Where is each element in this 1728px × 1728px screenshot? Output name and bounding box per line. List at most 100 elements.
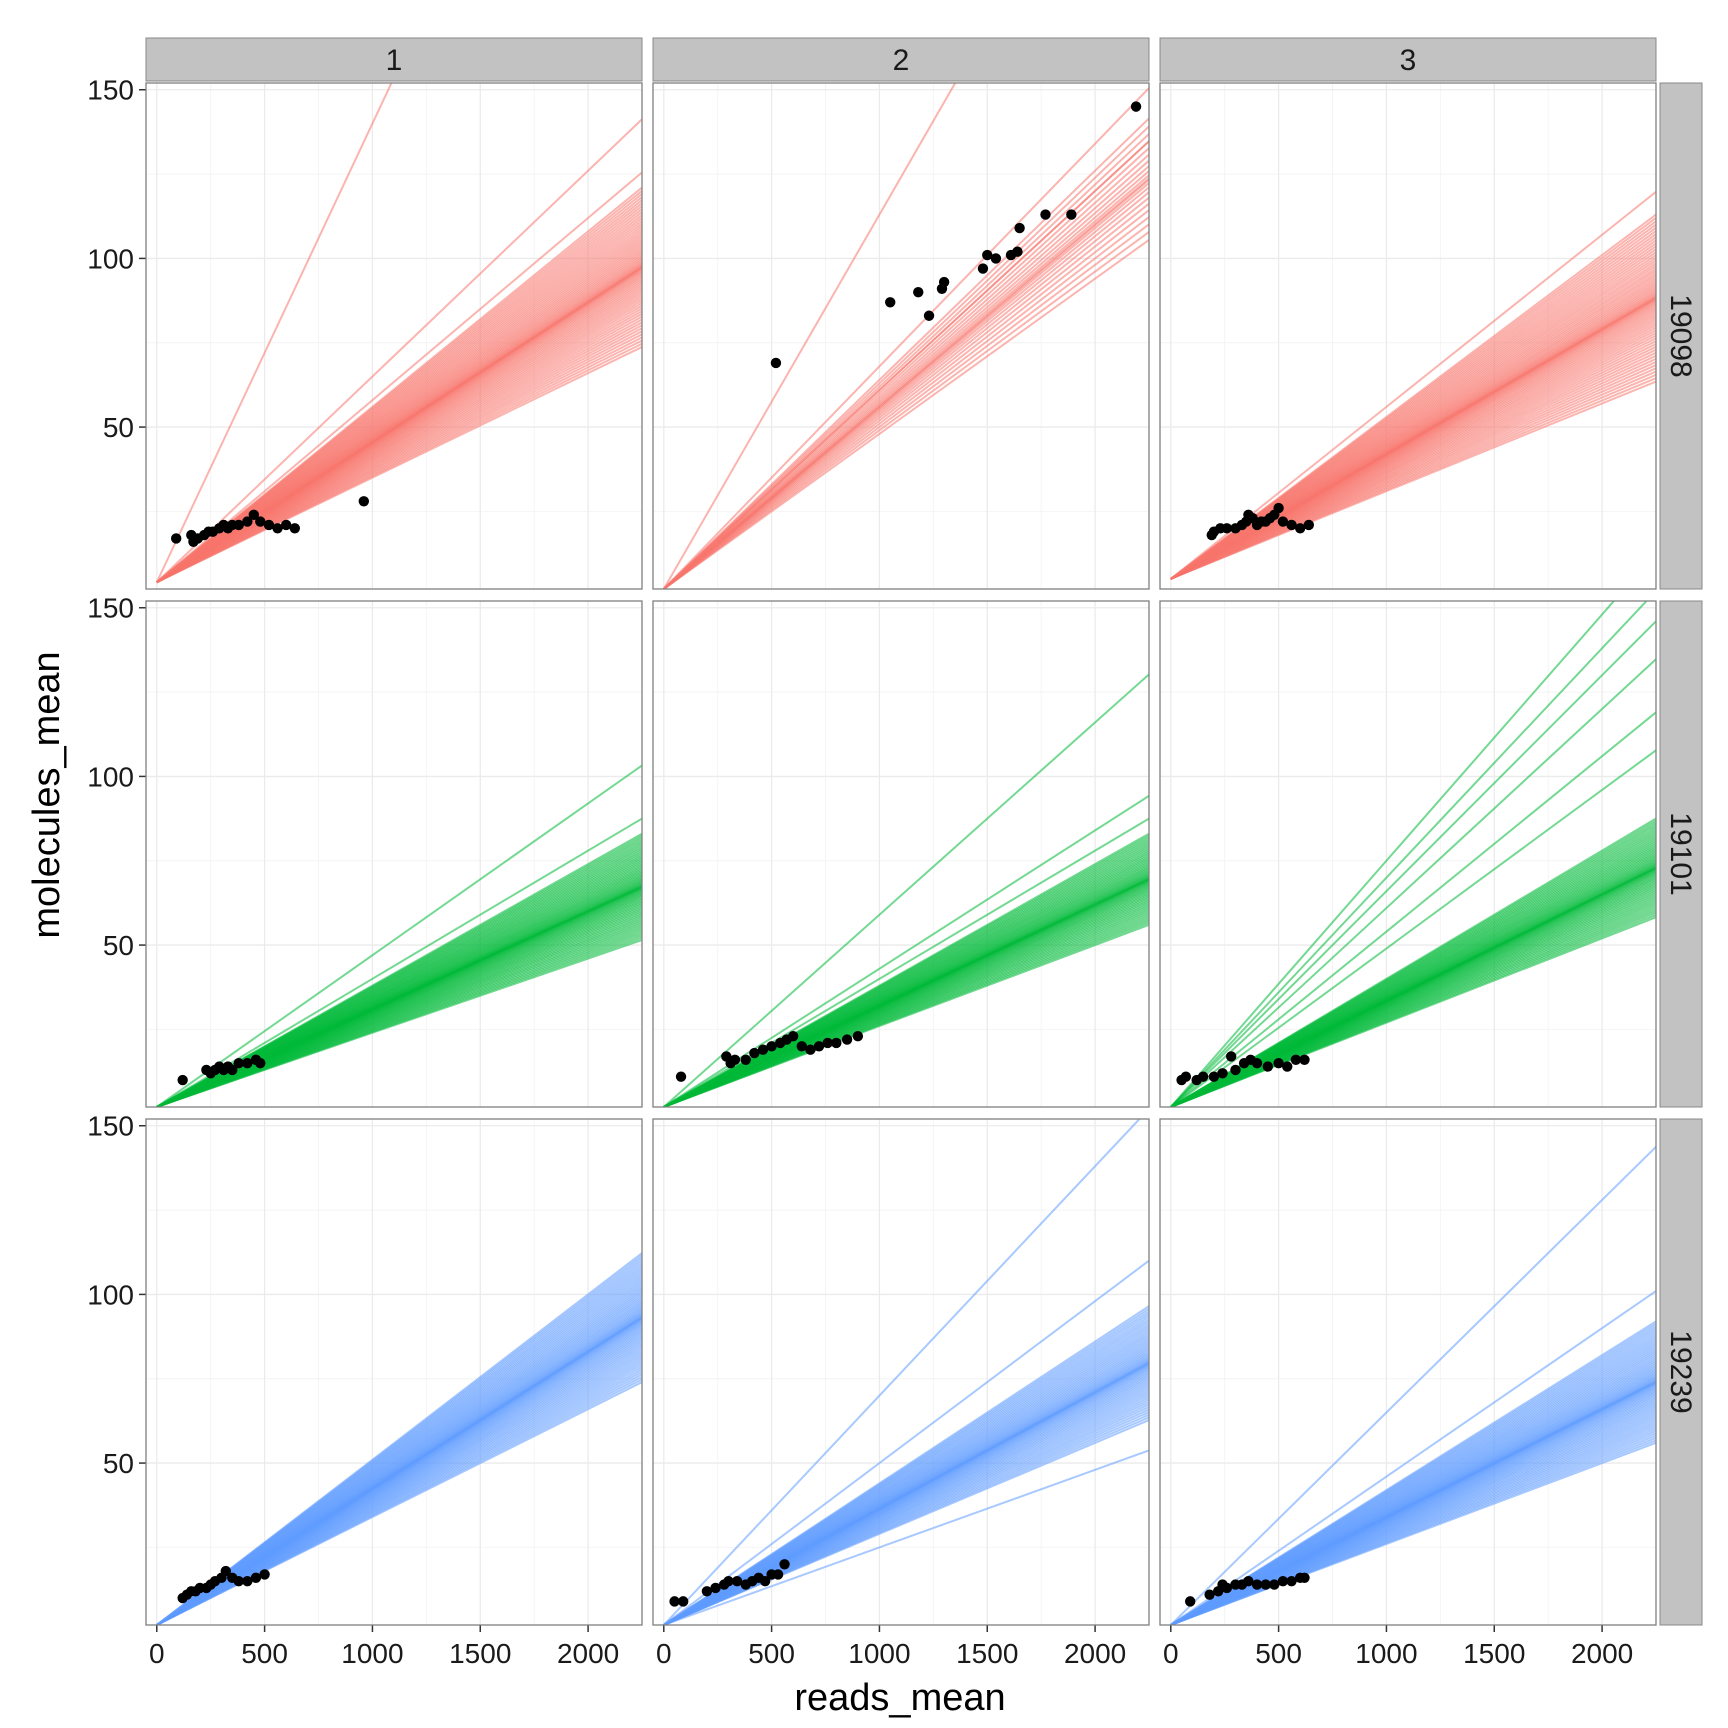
data-point [1217, 1068, 1228, 1079]
data-point [263, 519, 275, 531]
fit-line [663, 673, 1149, 1107]
fit-line [1170, 190, 1656, 580]
data-point [1273, 502, 1284, 514]
x-tick-label: 2000 [557, 1638, 619, 1669]
data-point [1184, 1596, 1196, 1607]
data-point [938, 276, 950, 288]
points [1206, 502, 1315, 541]
fit-line [1170, 657, 1656, 1107]
fit-line [156, 117, 642, 583]
panel-background [653, 601, 1149, 1107]
y-tick-label: 150 [87, 1111, 134, 1142]
x-tick-label: 1000 [848, 1638, 910, 1669]
panel-grid [653, 601, 1149, 1107]
y-tick-label: 150 [87, 75, 134, 106]
x-tick-label: 0 [656, 1638, 672, 1669]
fit-line [1170, 1320, 1656, 1625]
data-point [723, 1575, 734, 1587]
fit-line [663, 1305, 1149, 1625]
x-tick-label: 1500 [1463, 1638, 1525, 1669]
panel-19239-2 [652, 1118, 1150, 1626]
data-point [1299, 1054, 1310, 1065]
y-tick-label: 50 [103, 1448, 134, 1479]
data-point [1225, 1051, 1237, 1062]
data-point [255, 516, 266, 527]
data-point [233, 1057, 244, 1069]
row-strip [1659, 1118, 1703, 1626]
data-point [233, 1575, 244, 1587]
panel-19101-3 [1159, 600, 1657, 1108]
panel-border [145, 1118, 643, 1626]
col-strip [1159, 37, 1657, 82]
data-point [1243, 1575, 1254, 1587]
panel-border [652, 600, 1150, 1108]
data-point [1260, 1579, 1271, 1590]
fit-line [1170, 1145, 1656, 1625]
fit-line [663, 238, 1149, 589]
data-point [796, 1041, 807, 1052]
data-point [250, 1572, 262, 1583]
panel-grid [146, 83, 642, 589]
fit-line [156, 817, 642, 1107]
panel-19239-3 [1159, 1118, 1657, 1626]
data-point [977, 263, 989, 274]
data-point [1277, 516, 1289, 527]
data-point [242, 1057, 253, 1069]
col-strip-label: 2 [893, 44, 910, 77]
data-point [1221, 1582, 1233, 1594]
panel-19098-1 [145, 82, 643, 590]
col-strip-label: 3 [1400, 44, 1417, 77]
data-point [259, 1569, 270, 1580]
data-point [779, 1559, 790, 1570]
y-tick-label: 100 [87, 243, 134, 274]
fit-line [156, 1251, 642, 1625]
data-point [757, 1044, 769, 1055]
data-point [170, 533, 182, 544]
fit-line [663, 1259, 1149, 1625]
x-tick-label: 0 [149, 1638, 165, 1669]
col-strip [652, 37, 1150, 82]
y-tick-label: 100 [87, 761, 134, 792]
panel-19101-2 [652, 600, 1150, 1108]
data-point [1269, 1579, 1280, 1590]
data-point [1130, 101, 1142, 112]
data-point [1294, 523, 1306, 534]
data-point [1262, 1061, 1274, 1072]
data-point [1221, 523, 1233, 534]
panel-19101-1 [145, 600, 643, 1108]
fit-line [663, 139, 1149, 589]
data-point [805, 1044, 816, 1055]
panel-border [145, 600, 643, 1108]
x-tick-label: 1500 [956, 1638, 1018, 1669]
y-axis-title: molecules_mean [26, 651, 68, 938]
y-tick-label: 100 [87, 1279, 134, 1310]
data-point [242, 1575, 253, 1587]
fit-line [663, 230, 1149, 589]
fit-line [663, 794, 1149, 1107]
data-point [710, 1582, 721, 1594]
panel-19239-1 [145, 1118, 643, 1626]
points [1184, 1572, 1310, 1607]
points [675, 1030, 864, 1082]
data-point [852, 1030, 864, 1042]
x-tick-label: 2000 [1064, 1638, 1126, 1669]
fit-line [156, 186, 642, 584]
x-axis-title: reads_mean [794, 1677, 1005, 1719]
data-point [1040, 209, 1051, 220]
data-point [280, 519, 292, 531]
data-point [248, 509, 260, 520]
data-point [766, 1041, 777, 1052]
data-point [177, 1074, 188, 1086]
data-point [669, 1596, 680, 1607]
panel-border [1159, 600, 1657, 1108]
fit-line [156, 764, 642, 1107]
fit-line [662, 83, 957, 589]
data-point [677, 1596, 689, 1607]
row-strip-label: 19239 [1664, 1330, 1697, 1413]
y-tick-label: 50 [103, 930, 134, 961]
data-point [729, 1054, 741, 1065]
data-point [358, 496, 370, 507]
fit-line [1170, 601, 1648, 1107]
panel-background [653, 83, 1149, 589]
data-point [1208, 1071, 1220, 1082]
